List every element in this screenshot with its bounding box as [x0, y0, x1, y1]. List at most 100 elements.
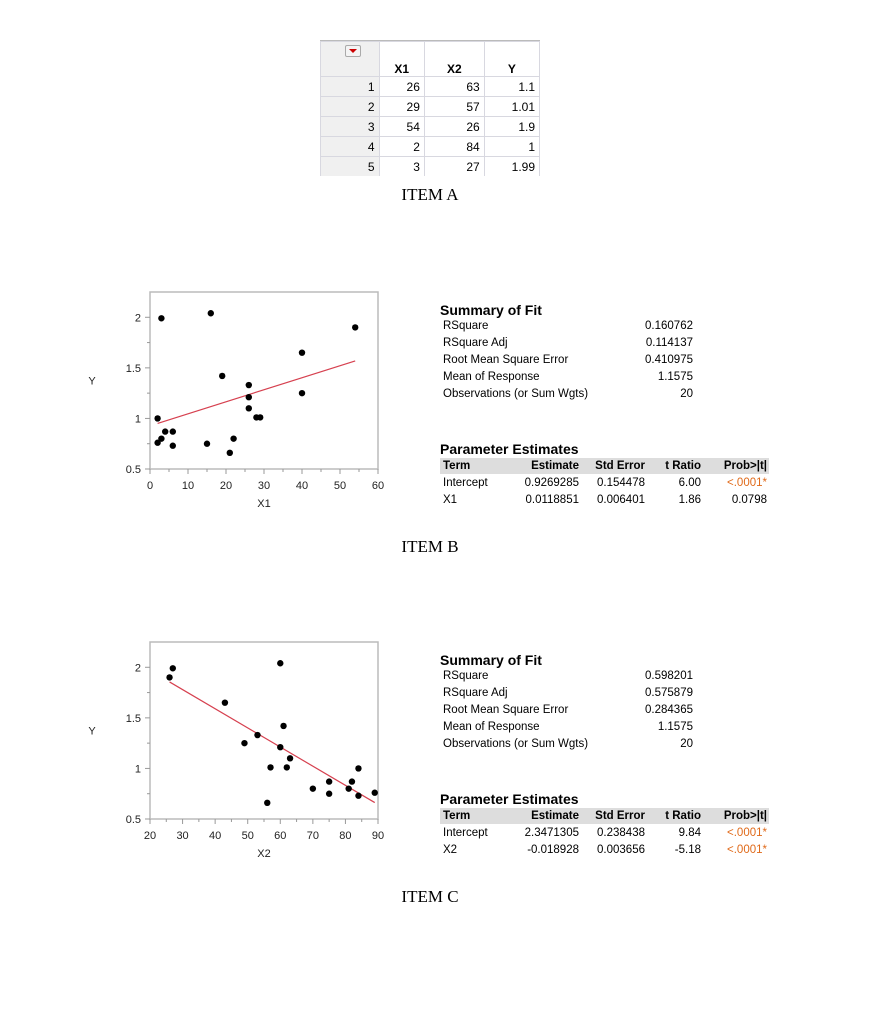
column-header: Prob>|t|: [703, 458, 769, 474]
data-point: [203, 440, 211, 447]
table-row: X2 -0.018928 0.003656 -5.18 <.0001*: [440, 841, 769, 858]
cell: 0.238438: [597, 826, 645, 839]
header-row: Term Estimate Std Error t Ratio Prob>|t|: [440, 808, 769, 824]
fit-value: 0.160762: [645, 320, 693, 332]
cell[interactable]: 2: [378, 136, 425, 157]
x-tick-label: 40: [209, 830, 221, 842]
cell: <.0001*: [727, 476, 767, 489]
data-point: [298, 349, 306, 356]
fit-row: Root Mean Square Error 0.410975: [440, 352, 780, 369]
cell[interactable]: 29: [378, 96, 425, 117]
x-tick-label: 70: [307, 830, 319, 842]
column-header: Estimate: [515, 808, 581, 824]
fit-row: Root Mean Square Error 0.284365: [440, 702, 780, 719]
y-tick-label: 1.5: [126, 713, 141, 725]
data-point: [267, 764, 274, 771]
parameter-estimates-title: Parameter Estimates: [440, 791, 579, 807]
cell[interactable]: 1.99: [483, 156, 540, 176]
data-point: [245, 393, 252, 401]
fit-row: Mean of Response 1.1575: [440, 369, 780, 386]
table-row: 2 29 57 1.01: [320, 96, 540, 117]
cell[interactable]: 27: [423, 156, 485, 176]
table-row: 5 3 27 1.99: [320, 156, 540, 176]
data-point: [325, 778, 333, 785]
row-number: 5: [320, 156, 380, 176]
cell[interactable]: 26: [423, 116, 485, 137]
fit-line: [157, 360, 356, 424]
x-tick-label: 90: [372, 830, 384, 842]
data-point: [226, 449, 233, 457]
column-header-x2[interactable]: X2: [423, 41, 485, 77]
cell: <.0001*: [727, 843, 767, 856]
column-header: Std Error: [581, 458, 647, 474]
data-point: [254, 731, 261, 739]
cell[interactable]: 1.9: [483, 116, 540, 137]
fit-label: Root Mean Square Error: [443, 704, 569, 716]
x-tick-label: 50: [334, 480, 346, 492]
x-tick-label: 60: [274, 830, 286, 842]
x-tick-label: 30: [258, 480, 270, 492]
fit-row: RSquare 0.598201: [440, 668, 780, 685]
fit-row: RSquare Adj 0.114137: [440, 335, 780, 352]
data-point: [245, 381, 252, 389]
data-point: [169, 442, 176, 449]
data-point: [158, 435, 165, 442]
table-corner: [320, 41, 380, 77]
data-point: [166, 674, 173, 681]
column-header: t Ratio: [647, 808, 703, 824]
column-header: Estimate: [515, 458, 581, 474]
cell[interactable]: 54: [378, 116, 425, 137]
y-tick-label: 2: [135, 312, 141, 324]
y-tick-label: 1.5: [126, 363, 141, 375]
fit-value: 0.598201: [645, 670, 693, 682]
fit-label: Mean of Response: [443, 371, 540, 383]
cell[interactable]: 84: [423, 136, 485, 157]
y-axis-label: Y: [88, 726, 96, 738]
parameter-estimates-table: Term Estimate Std Error t Ratio Prob>|t| Inte…: [440, 458, 769, 508]
scatter-plot-x2: 0.5 1 1.5 2 20 30 40 50 60 70 80 90 X2 Y: [88, 641, 384, 860]
column-header: Std Error: [581, 808, 647, 824]
cell[interactable]: 57: [423, 96, 485, 117]
data-point: [345, 785, 352, 792]
x-tick-label: 20: [220, 480, 232, 492]
cell[interactable]: 26: [378, 76, 425, 97]
fit-label: Observations (or Sum Wgts): [443, 388, 589, 400]
summary-of-fit-title: Summary of Fit: [440, 652, 542, 668]
row-number: 1: [320, 76, 380, 97]
data-point: [355, 765, 362, 772]
cell: 9.84: [678, 826, 701, 839]
data-point: [309, 785, 317, 792]
column-header-y[interactable]: Y: [483, 41, 540, 77]
cell: Intercept: [443, 476, 488, 489]
y-tick-label: 1: [135, 763, 141, 775]
table-row: X1 0.0118851 0.006401 1.86 0.0798: [440, 491, 769, 508]
x-axis-label: X2: [257, 848, 270, 860]
cell[interactable]: 3: [378, 156, 425, 176]
cell: 0.006401: [597, 493, 645, 506]
x-tick-label: 0: [147, 480, 153, 492]
fit-value: 20: [680, 388, 693, 400]
cell[interactable]: 1.1: [483, 76, 540, 97]
data-point: [230, 435, 237, 442]
row-number: 2: [320, 96, 380, 117]
cell: 2.3471305: [524, 826, 579, 839]
table-row: 1 26 63 1.1: [320, 76, 540, 97]
cell[interactable]: 1.01: [483, 96, 540, 117]
red-triangle-menu-icon[interactable]: [345, 45, 361, 57]
data-point: [277, 743, 284, 751]
fit-label: Mean of Response: [443, 721, 540, 733]
fit-line: [169, 681, 376, 804]
data-point: [169, 428, 176, 435]
y-tick-label: 0.5: [126, 464, 141, 476]
x-tick-label: 20: [144, 830, 156, 842]
cell[interactable]: 63: [423, 76, 485, 97]
cell: 0.0798: [731, 493, 767, 506]
fit-label: RSquare Adj: [443, 687, 508, 699]
fit-label: Observations (or Sum Wgts): [443, 738, 589, 750]
cell[interactable]: 1: [483, 136, 540, 157]
item-a-label: ITEM A: [401, 185, 459, 204]
fit-label: RSquare Adj: [443, 337, 508, 349]
y-tick-label: 2: [135, 662, 141, 674]
item-b-stats: Summary of Fit RSquare 0.160762 RSquare Ad…: [440, 302, 780, 508]
column-header-x1[interactable]: X1: [378, 41, 425, 77]
